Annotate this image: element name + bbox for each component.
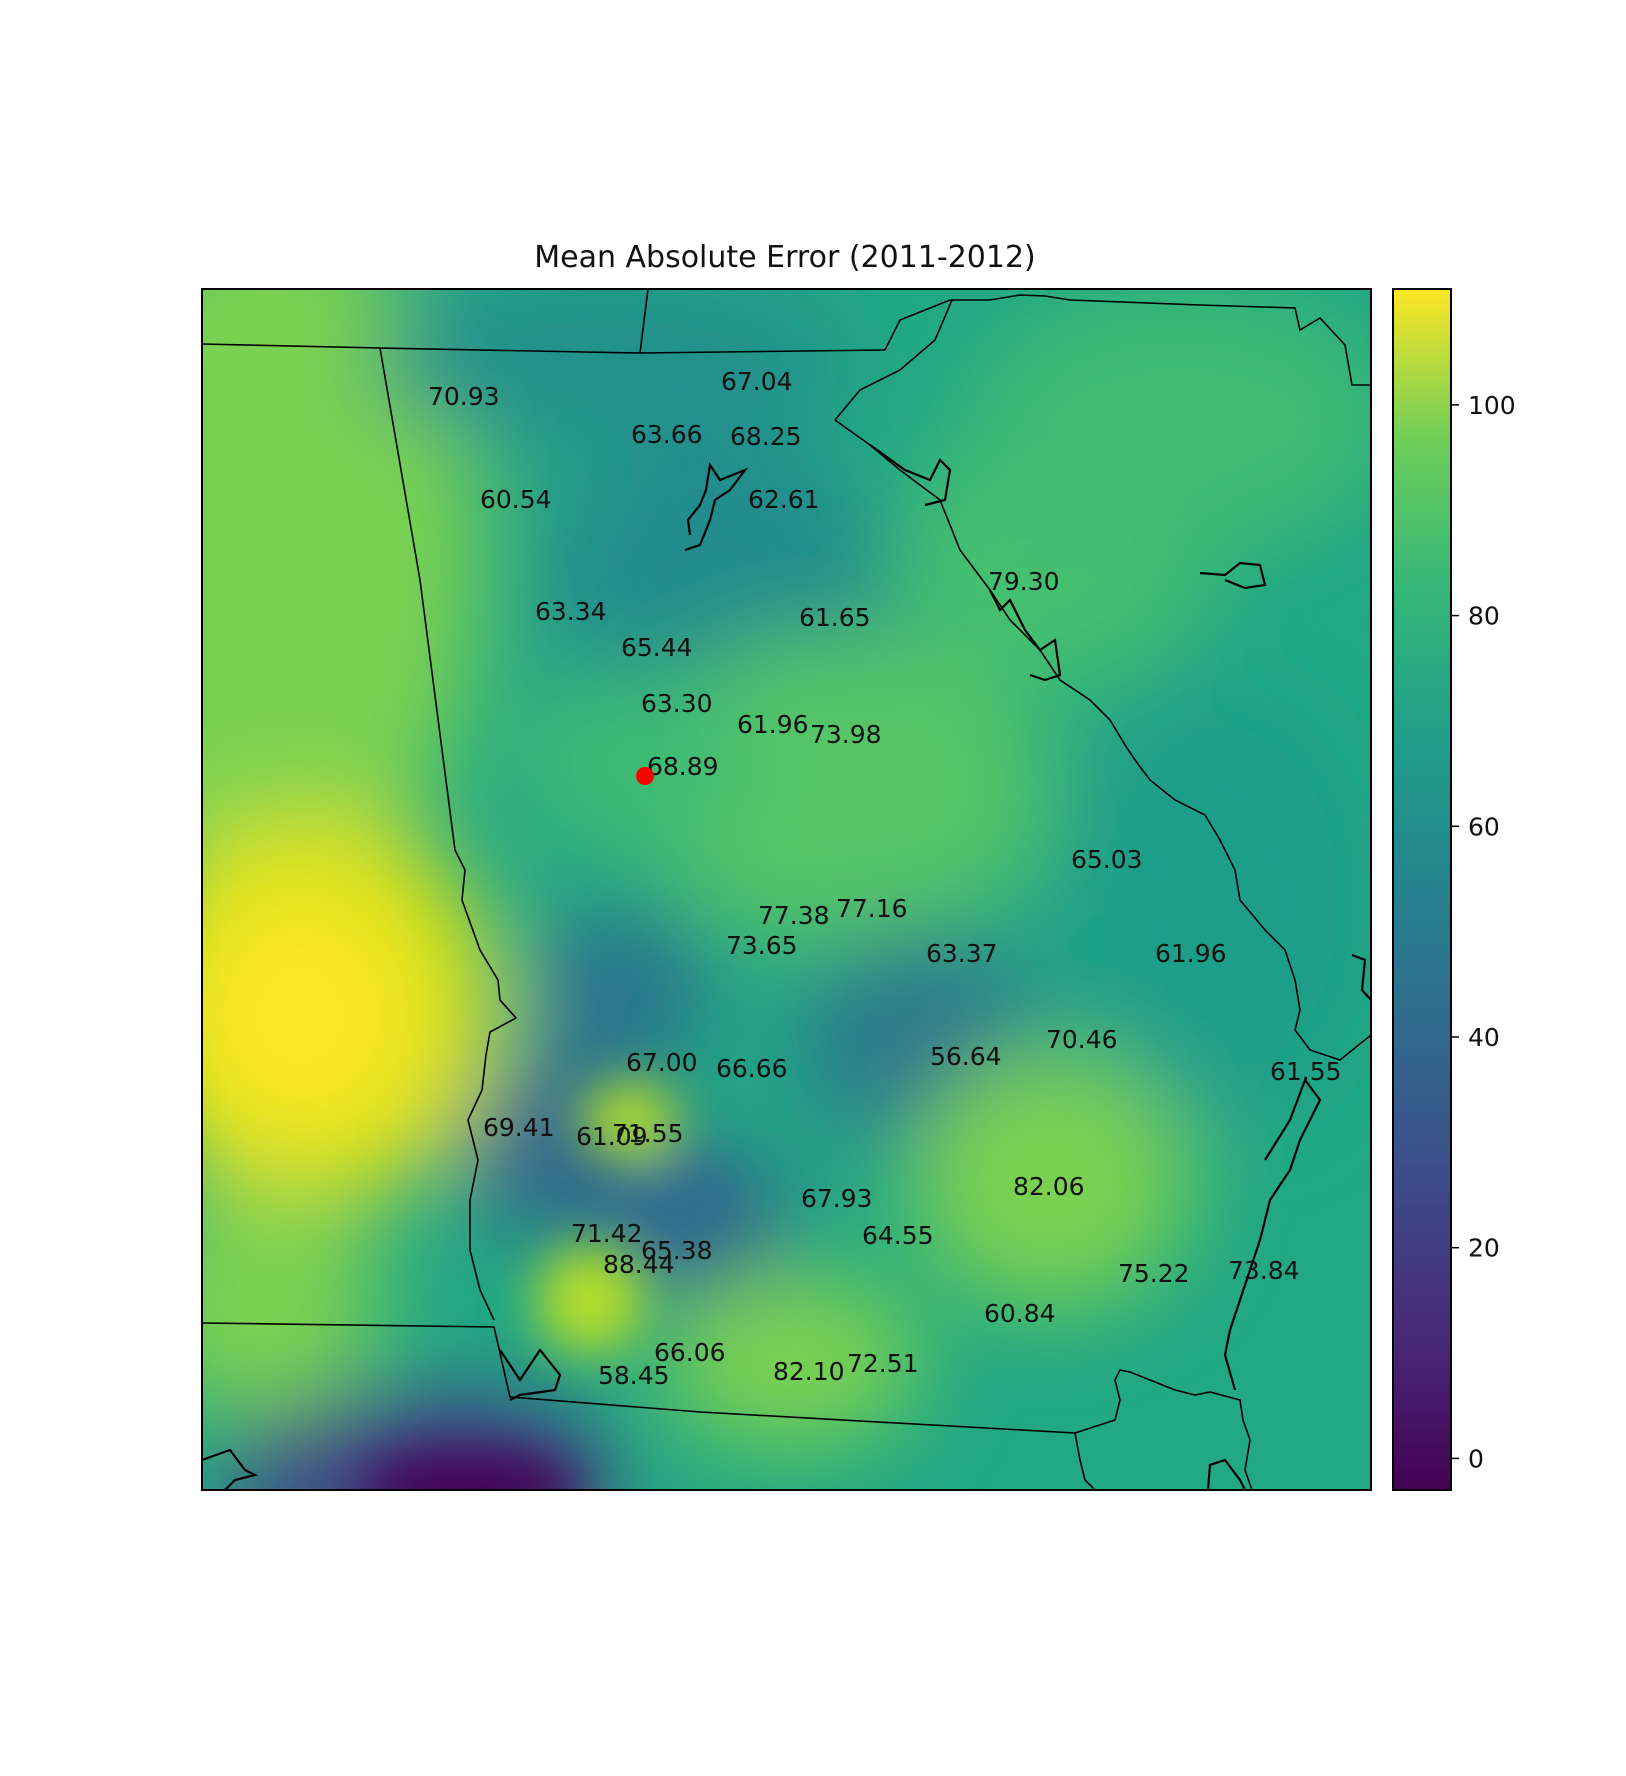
station-label: 66.06: [654, 1338, 726, 1367]
station-label: 61.65: [799, 603, 871, 632]
station-label: 67.93: [801, 1184, 873, 1213]
station-label: 61.09: [576, 1122, 648, 1151]
border-west-line: [379, 347, 518, 1321]
station-label: 79.30: [988, 567, 1060, 596]
lake-southwest-line: [499, 1348, 562, 1401]
river-east-line: [869, 444, 952, 507]
station-label: 63.66: [631, 420, 703, 449]
colorbar-tick-label: 100: [1468, 391, 1516, 420]
colorbar-ticks: 0 20 40 60 80 100: [1451, 391, 1516, 1473]
station-label: 63.37: [926, 939, 998, 968]
colorbar-tick-label: 80: [1468, 602, 1500, 631]
colorbar-gradient: [1392, 288, 1452, 1491]
water-features: [202, 444, 1371, 1490]
colorbar-tick-label: 60: [1468, 812, 1500, 841]
border-east-line: [884, 294, 1371, 386]
station-label: 64.55: [862, 1221, 934, 1250]
station-label: 72.51: [847, 1349, 919, 1378]
station-label: 73.65: [726, 931, 798, 960]
station-label: 82.06: [1013, 1172, 1085, 1201]
station-label: 62.61: [748, 485, 820, 514]
station-label: 65.44: [621, 633, 693, 662]
border-georgia-southeast-line: [834, 419, 1371, 1061]
station-label: 58.45: [598, 1361, 670, 1390]
station-label: 77.16: [836, 894, 908, 923]
lake-north-line: [684, 462, 749, 552]
station-label: 65.38: [641, 1236, 713, 1265]
river-central-line: [989, 589, 1062, 682]
coast-northeast-line: [1351, 953, 1371, 1001]
station-label: 60.54: [480, 485, 552, 514]
highlight-station-marker: [636, 767, 654, 785]
station-label: 73.98: [810, 720, 882, 749]
station-label: 77.38: [758, 901, 830, 930]
station-label: 88.44: [603, 1250, 675, 1279]
colorbar-tick-label: 0: [1468, 1444, 1484, 1473]
border-northwest-line: [639, 289, 649, 354]
station-label: 63.30: [641, 689, 713, 718]
station-label: 75.22: [1118, 1259, 1190, 1288]
colorbar: 0 20 40 60 80 100: [1392, 288, 1516, 1491]
station-label: 82.10: [773, 1357, 845, 1386]
map-frame: [201, 288, 1372, 1491]
chart-title: Mean Absolute Error (2011-2012): [534, 240, 1036, 275]
station-label: 65.03: [1071, 845, 1143, 874]
colorbar-tick-label: 40: [1468, 1023, 1500, 1052]
state-boundaries: [202, 289, 1371, 1490]
station-label: 73.84: [1228, 1256, 1300, 1285]
border-coast-line: [1074, 1369, 1253, 1490]
station-label: 63.34: [535, 597, 607, 626]
station-label: 71.55: [612, 1119, 684, 1148]
station-label: 70.93: [428, 382, 500, 411]
coast-south-line: [1206, 1458, 1246, 1490]
station-label: 68.89: [647, 752, 719, 781]
border-georgia-east-line: [834, 299, 953, 421]
station-label: 61.96: [737, 710, 809, 739]
station-label: 67.04: [721, 367, 793, 396]
station-label: 61.96: [1155, 939, 1227, 968]
coast-islands-line: [1223, 1077, 1322, 1391]
station-label: 69.41: [483, 1113, 555, 1142]
border-north-line: [202, 343, 886, 354]
station-label: 71.42: [571, 1219, 643, 1248]
border-south-line: [202, 1322, 1096, 1490]
station-label: 70.46: [1046, 1025, 1118, 1054]
station-label: 68.25: [730, 422, 802, 451]
colorbar-tick-label: 20: [1468, 1234, 1500, 1263]
coast-southwest-line: [202, 1448, 259, 1490]
station-label: 56.64: [930, 1042, 1002, 1071]
station-label: 61.55: [1270, 1057, 1342, 1086]
station-label: 67.00: [626, 1048, 698, 1077]
station-label: 66.66: [716, 1054, 788, 1083]
lake-east-line: [1199, 561, 1267, 590]
station-labels: 70.93 67.04 63.66 68.25 60.54 62.61 79.3…: [428, 367, 1342, 1390]
heatmap-field: [202, 289, 1371, 1490]
station-label: 60.84: [984, 1299, 1056, 1328]
